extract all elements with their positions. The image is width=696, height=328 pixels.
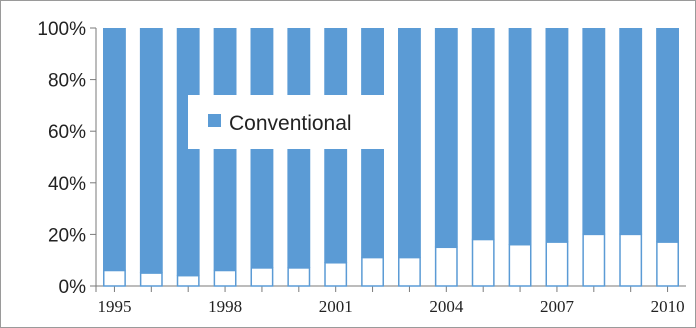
bar-segment-lower: [545, 241, 569, 287]
bar-segment-conventional: [139, 28, 163, 274]
legend-swatch-conventional: [208, 114, 221, 127]
bar-segment-conventional: [176, 28, 200, 276]
bar-segment-conventional: [434, 28, 458, 248]
x-tick-label: 1998: [208, 297, 242, 316]
bars: [103, 28, 679, 287]
y-tick-label: 80%: [48, 71, 86, 92]
bar-segment-conventional: [471, 28, 495, 240]
x-tick-label: 2001: [319, 297, 353, 316]
bar-segment-conventional: [619, 28, 643, 235]
y-tick-label: 60%: [48, 122, 86, 143]
x-tick-label: 2004: [429, 297, 464, 316]
bar-segment-lower: [508, 243, 532, 287]
legend: Conventional: [188, 95, 396, 149]
bar-segment-conventional: [213, 28, 237, 271]
bar-segment-lower: [287, 267, 311, 287]
bar-segment-lower: [619, 233, 643, 287]
bar-segment-lower: [471, 238, 495, 287]
x-tick-label: 1995: [97, 297, 131, 316]
bar-segment-conventional: [656, 28, 679, 243]
bar-segment-lower: [361, 256, 384, 287]
bar-segment-lower: [324, 262, 348, 287]
x-tick-label: 2010: [651, 297, 685, 316]
bar-segment-conventional: [398, 28, 421, 258]
bar-segment-lower: [250, 267, 274, 287]
bar-segment-lower: [139, 272, 163, 287]
bar-segment-conventional: [103, 28, 126, 271]
bar-segment-lower: [213, 269, 237, 287]
bar-segment-conventional: [545, 28, 569, 243]
legend-label-conventional: Conventional: [229, 112, 352, 135]
bar-segment-lower: [656, 241, 679, 287]
legend-box: [188, 95, 396, 149]
y-tick-labels: 0% 20% 40% 60% 80% 100%: [37, 19, 86, 298]
bar-segment-conventional: [582, 28, 606, 235]
bar-segment-lower: [434, 246, 458, 287]
y-tick-label: 40%: [48, 174, 86, 195]
bar-segment-lower: [398, 256, 421, 287]
y-tick-label: 0%: [59, 277, 87, 298]
y-tick-label: 20%: [48, 225, 86, 246]
bar-segment-lower: [103, 269, 126, 287]
x-tick-label: 2007: [540, 297, 575, 316]
bar-segment-lower: [176, 274, 200, 287]
y-tick-label: 100%: [37, 19, 86, 40]
bar-segment-lower: [582, 233, 606, 287]
x-tick-labels: 1995 1998 2001 2004 2007 2010: [97, 297, 684, 316]
bar-segment-conventional: [508, 28, 532, 245]
